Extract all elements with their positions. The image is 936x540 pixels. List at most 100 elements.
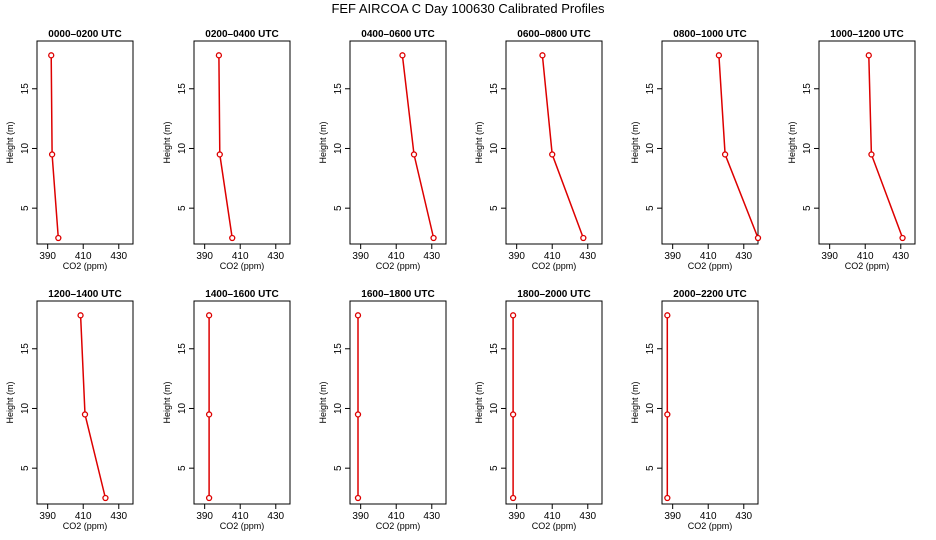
x-tick-label: 410 xyxy=(700,251,717,262)
profile-line xyxy=(50,55,60,239)
data-point xyxy=(215,52,223,59)
data-point xyxy=(229,234,236,242)
data-point xyxy=(539,52,546,59)
y-tick-label: 10 xyxy=(333,142,344,154)
data-point xyxy=(430,234,437,242)
chart-panel: 2000–2200 UTC 390 410 430 5 10 15 CO2 (ppm) Heig… xyxy=(630,289,759,531)
panel-title: 1200–1400 UTC xyxy=(48,289,121,300)
data-point xyxy=(549,151,556,158)
y-axis-label: Height (m) xyxy=(787,121,797,163)
plot-frame xyxy=(661,40,759,245)
x-tick-label: 390 xyxy=(196,251,213,262)
y-axis-label: Height (m) xyxy=(630,381,640,423)
data-point xyxy=(664,411,671,418)
x-tick-label: 410 xyxy=(388,511,405,522)
y-tick-label: 15 xyxy=(20,83,31,95)
y-tick-label: 10 xyxy=(802,142,813,154)
data-point xyxy=(102,494,109,502)
profile-line xyxy=(401,55,435,239)
chart-panel: 0800–1000 UTC 390 410 430 5 10 15 CO2 (ppm) Heig… xyxy=(630,29,762,271)
x-tick-label: 410 xyxy=(700,511,717,522)
plot-frame xyxy=(505,40,603,245)
data-point xyxy=(715,52,723,59)
y-tick-label: 10 xyxy=(645,142,656,154)
profile-line xyxy=(218,55,233,239)
x-tick-label: 390 xyxy=(196,511,213,522)
y-tick-label: 15 xyxy=(20,343,31,355)
data-point xyxy=(77,312,84,319)
y-axis-label: Height (m) xyxy=(474,381,484,423)
y-tick-label: 15 xyxy=(333,83,344,95)
profile-line xyxy=(868,55,904,239)
chart-panel: 0200–0400 UTC 390 410 430 5 10 15 CO2 (ppm) Heig… xyxy=(162,29,291,271)
x-tick-label: 410 xyxy=(75,251,92,262)
x-tick-label: 430 xyxy=(579,511,596,522)
y-tick-label: 10 xyxy=(489,402,500,414)
chart-panel: 0600–0800 UTC 390 410 430 5 10 15 CO2 (ppm) Heig… xyxy=(474,29,603,271)
y-tick-label: 15 xyxy=(177,343,188,355)
data-point xyxy=(580,234,587,242)
x-axis-label: CO2 (ppm) xyxy=(688,261,733,271)
y-tick-label: 5 xyxy=(177,205,188,211)
y-tick-label: 10 xyxy=(20,402,31,414)
data-point xyxy=(399,52,406,59)
plot-frame xyxy=(349,300,447,505)
x-tick-label: 390 xyxy=(508,511,525,522)
x-axis-label: CO2 (ppm) xyxy=(376,261,421,271)
x-tick-label: 410 xyxy=(232,511,249,522)
data-point xyxy=(55,234,62,242)
panel-title: 2000–2200 UTC xyxy=(673,289,746,300)
x-tick-label: 390 xyxy=(352,511,369,522)
plot-frame xyxy=(818,40,916,245)
y-axis-label: Height (m) xyxy=(5,381,15,423)
x-axis-label: CO2 (ppm) xyxy=(376,521,421,531)
panel-title: 0000–0200 UTC xyxy=(48,29,121,40)
y-tick-label: 10 xyxy=(177,142,188,154)
y-axis-label: Height (m) xyxy=(318,121,328,163)
x-axis-label: CO2 (ppm) xyxy=(63,261,108,271)
x-tick-label: 430 xyxy=(579,251,596,262)
x-axis-label: CO2 (ppm) xyxy=(63,521,108,531)
plot-frame xyxy=(349,40,447,245)
x-tick-label: 390 xyxy=(352,251,369,262)
y-tick-label: 15 xyxy=(177,83,188,95)
data-point xyxy=(354,312,362,319)
data-point xyxy=(410,151,418,158)
x-tick-label: 430 xyxy=(423,251,440,262)
data-point xyxy=(509,411,517,418)
plot-frame xyxy=(36,40,134,245)
data-point xyxy=(354,411,362,418)
profile-line xyxy=(79,315,107,499)
x-tick-label: 430 xyxy=(267,251,284,262)
chart-panel: 0400–0600 UTC 390 410 430 5 10 15 CO2 (ppm) Heig… xyxy=(318,29,447,271)
data-point xyxy=(48,151,56,158)
y-tick-label: 10 xyxy=(489,142,500,154)
y-tick-label: 5 xyxy=(802,205,813,211)
data-point xyxy=(754,234,762,242)
x-axis-label: CO2 (ppm) xyxy=(845,261,890,271)
y-tick-label: 15 xyxy=(489,343,500,355)
y-axis-label: Height (m) xyxy=(630,121,640,163)
x-tick-label: 390 xyxy=(664,251,681,262)
panel-title: 0200–0400 UTC xyxy=(205,29,278,40)
plot-frame xyxy=(661,300,759,505)
chart-panel: 0000–0200 UTC 390 410 430 5 10 15 CO2 (ppm) Heig… xyxy=(5,29,134,271)
y-axis-label: Height (m) xyxy=(474,121,484,163)
chart-panel: 1200–1400 UTC 390 410 430 5 10 15 CO2 (ppm) Heig… xyxy=(5,289,134,531)
x-tick-label: 430 xyxy=(267,511,284,522)
y-tick-label: 5 xyxy=(333,465,344,471)
y-tick-label: 5 xyxy=(489,465,500,471)
y-axis-label: Height (m) xyxy=(162,121,172,163)
y-tick-label: 5 xyxy=(20,205,31,211)
plot-frame xyxy=(193,40,291,245)
data-point xyxy=(205,411,213,418)
y-tick-label: 5 xyxy=(645,465,656,471)
y-tick-label: 10 xyxy=(645,402,656,414)
x-tick-label: 430 xyxy=(735,511,752,522)
data-point xyxy=(899,234,906,242)
chart-panel: 1000–1200 UTC 390 410 430 5 10 15 CO2 (ppm) Heig… xyxy=(787,29,916,271)
x-tick-label: 430 xyxy=(892,251,909,262)
profile-line xyxy=(718,55,759,239)
chart-panel: 1800–2000 UTC 390 410 430 5 10 15 CO2 (ppm) Heig… xyxy=(474,289,603,531)
